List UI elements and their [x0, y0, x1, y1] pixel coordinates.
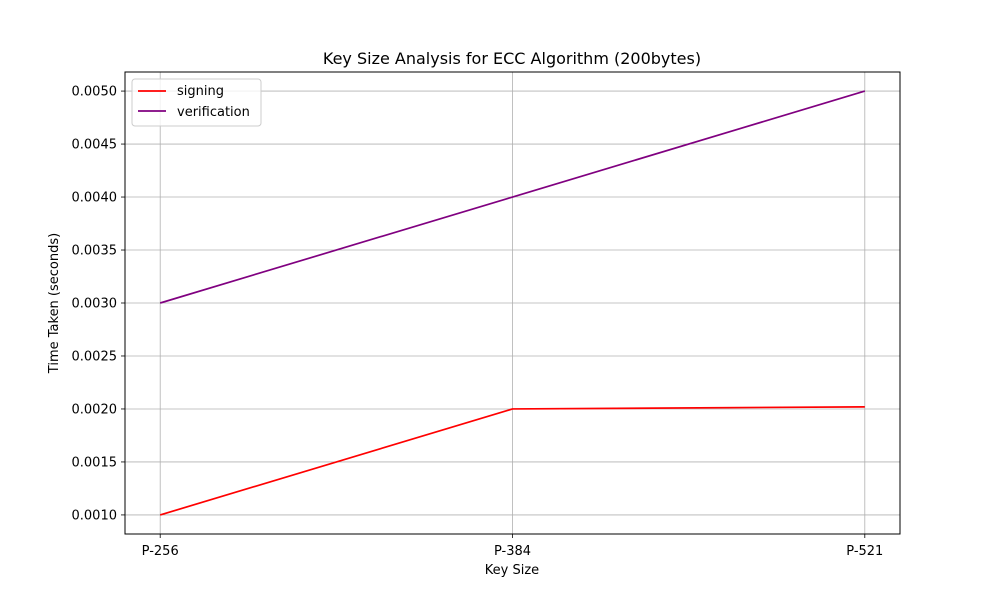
- y-tick-label: 0.0035: [72, 244, 118, 259]
- x-tick-label: P-384: [494, 544, 531, 559]
- y-tick-label: 0.0025: [72, 349, 118, 364]
- x-axis-ticks: P-256 P-384 P-521: [142, 534, 883, 559]
- x-tick-label: P-256: [142, 544, 179, 559]
- series-line-signing: [159, 405, 865, 516]
- y-axis-ticks: 0.0010 0.0015 0.0020 0.0025 0.0030 0.0035 0.00…: [72, 85, 125, 523]
- legend-label-verification: verification: [177, 105, 250, 120]
- chart-title: Key Size Analysis for ECC Algorithm (200…: [323, 49, 701, 68]
- series-line-verification: [159, 90, 866, 304]
- y-tick-label: 0.0030: [72, 297, 118, 312]
- x-tick-label: P-521: [846, 544, 883, 559]
- legend-label-signing: signing: [177, 84, 224, 99]
- y-axis-label: Time Taken (seconds): [47, 233, 62, 374]
- y-tick-label: 0.0050: [72, 85, 118, 100]
- legend: signing verification: [131, 78, 262, 127]
- y-tick-label: 0.0010: [72, 508, 118, 523]
- x-axis-label: Key Size: [485, 563, 539, 578]
- series-lines: [159, 90, 866, 516]
- y-tick-label: 0.0040: [72, 191, 118, 206]
- y-tick-label: 0.0045: [72, 138, 118, 153]
- y-tick-label: 0.0020: [72, 402, 118, 417]
- y-tick-label: 0.0015: [72, 455, 118, 470]
